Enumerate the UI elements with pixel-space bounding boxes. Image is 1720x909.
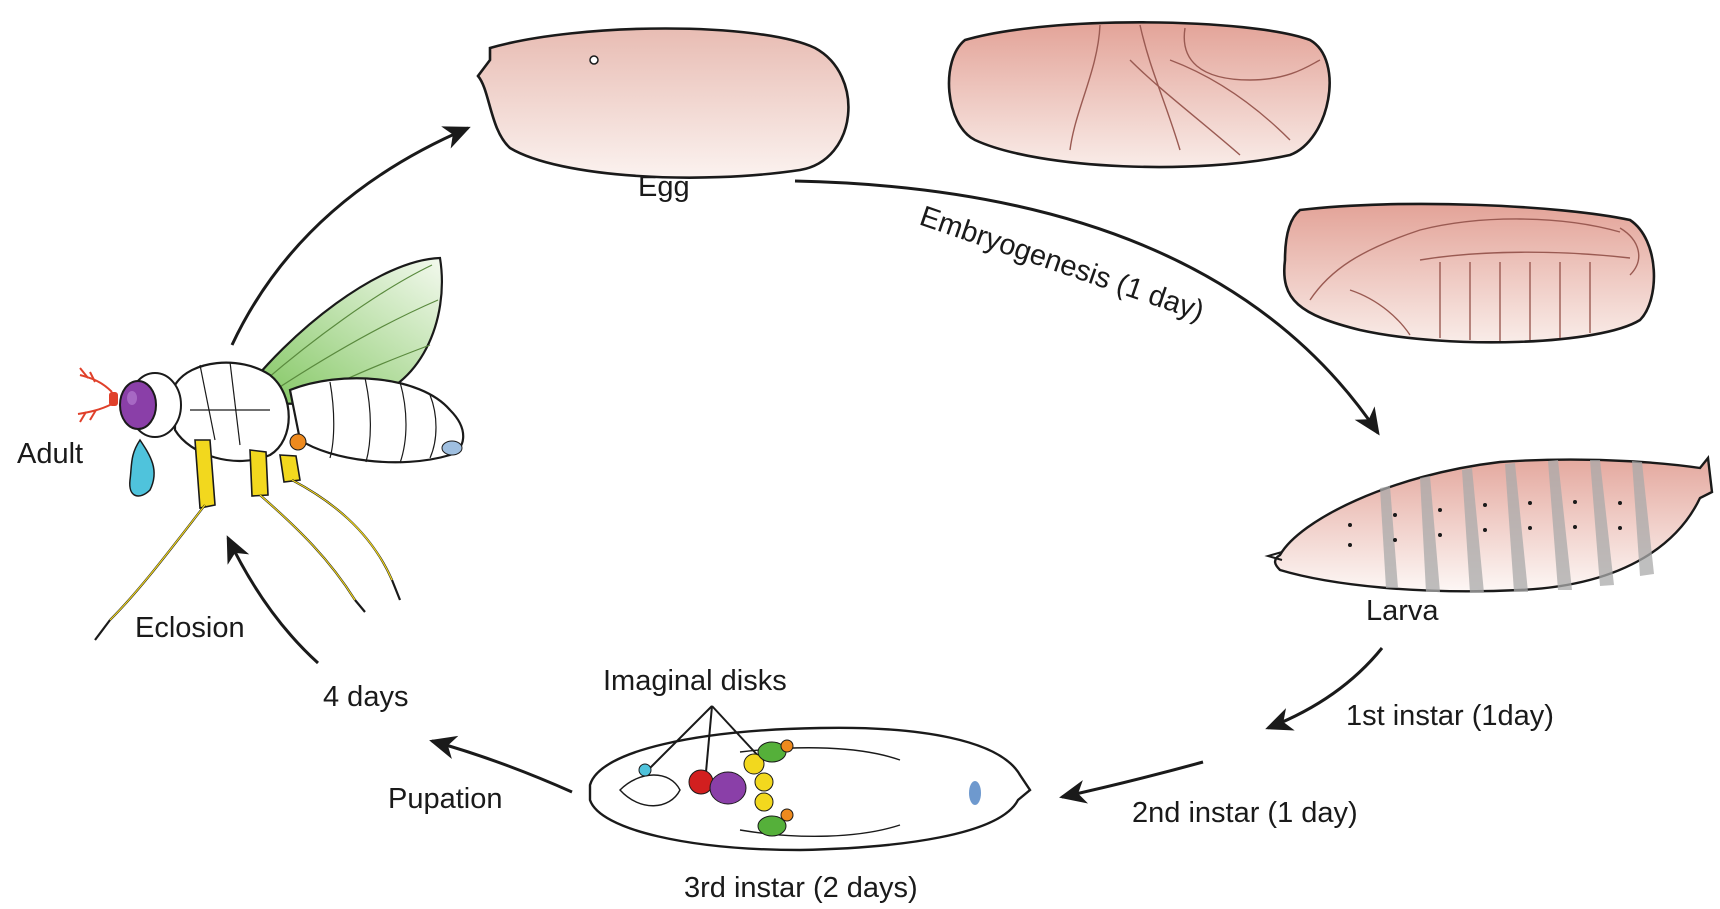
arrow-egg-to-larva <box>794 179 1380 436</box>
early-embryo-illustration <box>947 21 1331 169</box>
label-imaginal-disks: Imaginal disks <box>603 665 787 697</box>
label-second-instar: 2nd instar (1 day) <box>1132 797 1358 829</box>
arrow-pupa-to-pupation <box>429 735 573 794</box>
label-first-instar: 1st instar (1day) <box>1346 700 1554 732</box>
label-egg: Egg <box>638 171 690 203</box>
label-four-days: 4 days <box>323 681 408 713</box>
arrow-first-to-second-instar <box>1059 760 1204 804</box>
label-eclosion: Eclosion <box>135 612 245 644</box>
label-embryogenesis: Embryogenesis (1 day) <box>916 200 1208 327</box>
label-adult: Adult <box>17 438 83 470</box>
larva-illustration <box>1264 455 1714 593</box>
arrow-larva-to-first-instar <box>1265 647 1384 731</box>
third-instar-illustration <box>588 705 1032 852</box>
adult-fly-illustration <box>77 256 465 641</box>
late-embryo-illustration <box>1282 202 1656 344</box>
label-third-instar: 3rd instar (2 days) <box>684 872 918 904</box>
cycle-arrows <box>226 126 1384 804</box>
label-larva: Larva <box>1366 595 1439 627</box>
arrow-adult-to-egg <box>230 126 471 346</box>
label-pupation: Pupation <box>388 783 503 815</box>
egg-illustration <box>476 27 850 179</box>
arrow-eclosion-to-adult <box>226 535 320 665</box>
